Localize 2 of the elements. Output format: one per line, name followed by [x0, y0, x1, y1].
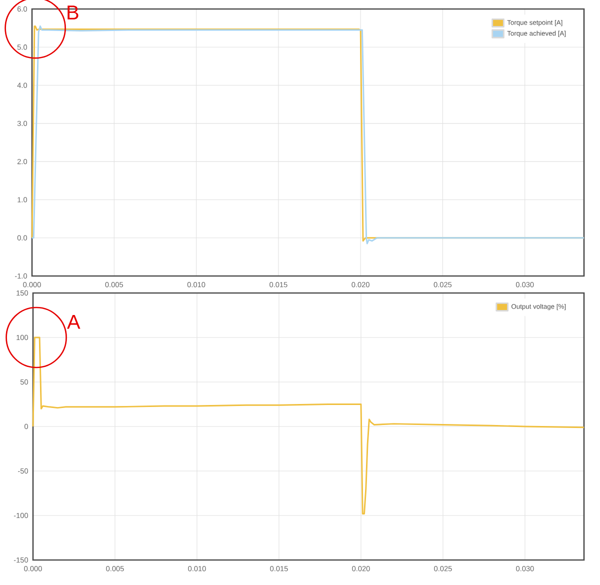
annotation: A: [67, 315, 80, 329]
annotation: B: [68, 6, 78, 20]
